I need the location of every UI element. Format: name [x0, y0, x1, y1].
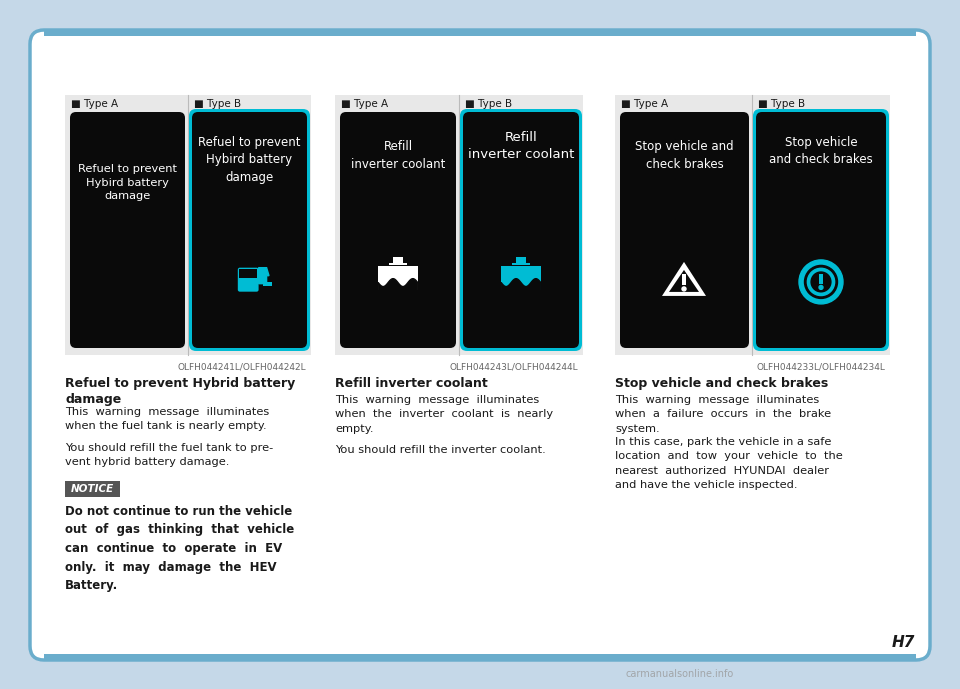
Text: OLFH044241L/OLFH044242L: OLFH044241L/OLFH044242L — [178, 363, 306, 372]
Text: NOTICE: NOTICE — [71, 484, 114, 494]
Text: ■ Type B: ■ Type B — [194, 99, 241, 109]
Bar — [615, 95, 890, 355]
Text: Refill inverter coolant: Refill inverter coolant — [335, 377, 488, 390]
FancyBboxPatch shape — [30, 30, 930, 660]
Circle shape — [807, 268, 834, 296]
Circle shape — [682, 287, 686, 291]
Text: Stop vehicle and
check brakes: Stop vehicle and check brakes — [636, 141, 733, 171]
FancyBboxPatch shape — [340, 112, 456, 348]
FancyBboxPatch shape — [620, 112, 749, 348]
Text: ■ Type A: ■ Type A — [71, 99, 118, 109]
Text: OLFH044243L/OLFH044244L: OLFH044243L/OLFH044244L — [449, 363, 578, 372]
Text: You should refill the fuel tank to pre-
vent hybrid battery damage.: You should refill the fuel tank to pre- … — [65, 443, 274, 467]
FancyBboxPatch shape — [756, 112, 886, 348]
Bar — [44, 30, 916, 36]
Text: You should refill the inverter coolant.: You should refill the inverter coolant. — [335, 445, 545, 455]
Bar — [512, 263, 530, 265]
Bar — [263, 282, 273, 286]
Text: H7: H7 — [892, 635, 915, 650]
Text: Stop vehicle
and check brakes: Stop vehicle and check brakes — [769, 136, 873, 166]
Bar — [683, 274, 685, 285]
Circle shape — [819, 285, 823, 289]
FancyBboxPatch shape — [753, 109, 889, 351]
Polygon shape — [662, 262, 706, 296]
Text: Refuel to prevent
Hybird battery
damage: Refuel to prevent Hybird battery damage — [199, 136, 300, 183]
FancyBboxPatch shape — [238, 268, 258, 291]
Polygon shape — [258, 268, 269, 284]
Text: Refill
inverter coolant: Refill inverter coolant — [350, 141, 445, 171]
Bar — [65, 481, 120, 497]
Text: This  warning  message  illuminates
when the fuel tank is nearly empty.: This warning message illuminates when th… — [65, 407, 269, 431]
FancyBboxPatch shape — [70, 112, 185, 348]
Text: Refuel to prevent Hybrid battery
damage: Refuel to prevent Hybrid battery damage — [65, 377, 296, 406]
Circle shape — [804, 265, 837, 298]
Text: This  warning  message  illuminates
when  the  inverter  coolant  is  nearly
emp: This warning message illuminates when th… — [335, 395, 553, 434]
Circle shape — [799, 260, 843, 304]
Text: carmanualsonline.info: carmanualsonline.info — [626, 669, 734, 679]
Bar — [393, 258, 403, 264]
Text: This  warning  message  illuminates
when  a  failure  occurs  in  the  brake
sys: This warning message illuminates when a … — [615, 395, 831, 434]
FancyBboxPatch shape — [463, 112, 579, 348]
Bar — [820, 274, 823, 284]
Bar — [389, 263, 407, 265]
Bar — [378, 265, 418, 291]
Text: Stop vehicle and check brakes: Stop vehicle and check brakes — [615, 377, 828, 390]
Bar — [65, 95, 311, 355]
Text: In this case, park the vehicle in a safe
location  and  tow  your  vehicle  to  : In this case, park the vehicle in a safe… — [615, 437, 843, 490]
Bar — [335, 95, 583, 355]
Text: ■ Type B: ■ Type B — [465, 99, 512, 109]
FancyBboxPatch shape — [192, 112, 307, 348]
Circle shape — [811, 272, 831, 292]
Bar — [44, 654, 916, 660]
Polygon shape — [669, 270, 699, 292]
Bar — [239, 269, 257, 278]
FancyBboxPatch shape — [460, 109, 582, 351]
Text: OLFH044233L/OLFH044234L: OLFH044233L/OLFH044234L — [756, 363, 885, 372]
Bar — [501, 265, 540, 291]
Polygon shape — [501, 278, 540, 291]
FancyBboxPatch shape — [189, 109, 310, 351]
Text: Refill
inverter coolant: Refill inverter coolant — [468, 131, 574, 161]
Bar — [516, 258, 526, 264]
Text: Do not continue to run the vehicle
out  of  gas  thinking  that  vehicle
can  co: Do not continue to run the vehicle out o… — [65, 505, 295, 592]
Polygon shape — [378, 278, 418, 291]
Text: ■ Type B: ■ Type B — [758, 99, 805, 109]
Text: ■ Type A: ■ Type A — [341, 99, 388, 109]
Text: ■ Type A: ■ Type A — [621, 99, 668, 109]
Text: Refuel to prevent
Hybird battery
damage: Refuel to prevent Hybird battery damage — [78, 164, 177, 201]
